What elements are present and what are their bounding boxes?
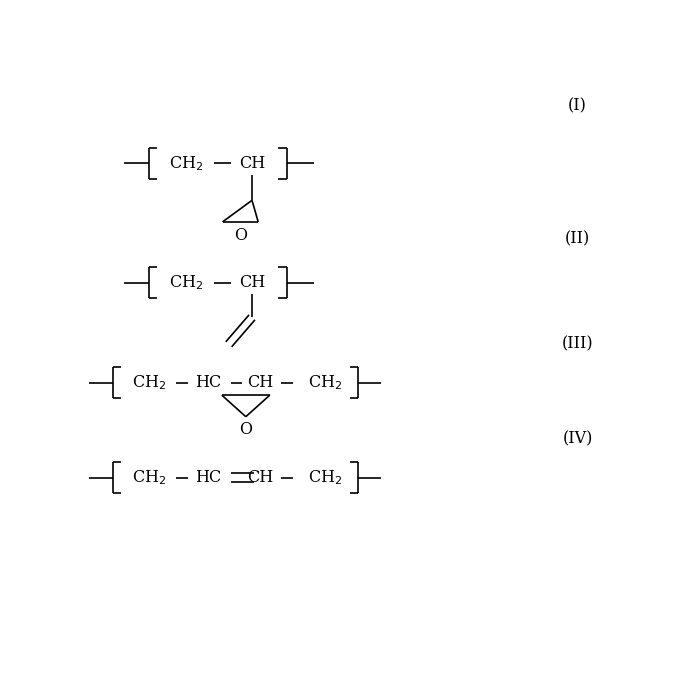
Text: HC: HC bbox=[195, 469, 221, 486]
Text: CH: CH bbox=[247, 374, 273, 391]
Text: (III): (III) bbox=[561, 336, 594, 353]
Text: CH$_2$: CH$_2$ bbox=[309, 468, 343, 487]
Text: CH$_2$: CH$_2$ bbox=[132, 373, 166, 392]
Text: CH$_2$: CH$_2$ bbox=[132, 468, 166, 487]
Text: CH: CH bbox=[247, 469, 273, 486]
Text: (II): (II) bbox=[565, 230, 590, 247]
Text: CH: CH bbox=[239, 274, 265, 291]
Text: HC: HC bbox=[195, 374, 221, 391]
Text: CH: CH bbox=[239, 155, 265, 172]
Text: (I): (I) bbox=[568, 97, 587, 114]
Text: CH$_2$: CH$_2$ bbox=[169, 273, 204, 292]
Text: CH$_2$: CH$_2$ bbox=[169, 154, 204, 173]
Text: (IV): (IV) bbox=[562, 430, 593, 448]
Text: O: O bbox=[234, 227, 247, 244]
Text: O: O bbox=[239, 421, 252, 437]
Text: CH$_2$: CH$_2$ bbox=[309, 373, 343, 392]
